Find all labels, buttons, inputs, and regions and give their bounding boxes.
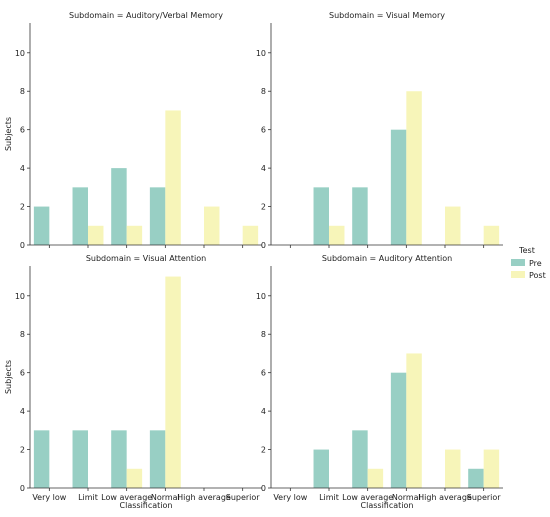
- x-tick-label: Superior: [467, 493, 502, 502]
- legend-swatch-pre: [511, 259, 525, 266]
- y-tick-label: 2: [261, 446, 266, 455]
- bar-post: [126, 468, 143, 488]
- x-tick-label: Limit: [319, 493, 339, 502]
- y-axis-label: Subjects: [4, 117, 13, 151]
- y-tick-label: 2: [20, 203, 25, 212]
- y-tick-label: 8: [261, 330, 266, 339]
- legend-label: Post: [529, 271, 546, 280]
- bar-post: [483, 449, 500, 488]
- bar-pre: [111, 430, 127, 488]
- y-tick-label: 10: [256, 49, 266, 58]
- y-tick-label: 0: [261, 241, 266, 250]
- y-tick-label: 6: [261, 126, 266, 135]
- bar-post: [445, 206, 461, 245]
- x-tick-label: Normal: [392, 493, 421, 502]
- bar-pre: [468, 468, 484, 488]
- bar-pre: [149, 187, 166, 245]
- y-tick-label: 6: [261, 369, 266, 378]
- bar-pre: [352, 187, 368, 245]
- x-axis-label: Classification: [361, 501, 414, 510]
- bar-pre: [313, 449, 329, 488]
- bar-post: [329, 225, 345, 245]
- x-tick-label: Limit: [78, 493, 98, 502]
- bar-post: [406, 91, 422, 245]
- bar-post: [367, 468, 384, 488]
- x-tick-label: Very low: [32, 493, 66, 502]
- y-tick-label: 8: [20, 87, 25, 96]
- bar-post: [204, 206, 220, 245]
- y-tick-label: 8: [261, 87, 266, 96]
- x-tick-label: Low average: [342, 493, 393, 502]
- x-axis-label: Classification: [120, 501, 173, 510]
- y-tick-label: 0: [20, 241, 25, 250]
- bar-post: [483, 225, 500, 245]
- panel-title: Subdomain = Auditory Attention: [322, 254, 452, 263]
- bar-pre: [72, 430, 88, 488]
- panel-title: Subdomain = Visual Attention: [86, 254, 206, 263]
- bar-pre: [33, 430, 50, 488]
- y-tick-label: 6: [20, 126, 25, 135]
- bar-pre: [352, 430, 368, 488]
- x-tick-label: Normal: [151, 493, 180, 502]
- bar-pre: [111, 168, 127, 245]
- bar-post: [165, 110, 181, 245]
- legend-swatch-post: [511, 271, 525, 278]
- bar-pre: [33, 206, 50, 245]
- y-tick-label: 10: [15, 49, 25, 58]
- legend-title: Test: [518, 246, 535, 255]
- panel-title: Subdomain = Visual Memory: [329, 11, 445, 20]
- x-tick-label: Superior: [226, 493, 261, 502]
- x-tick-label: High average: [177, 493, 231, 502]
- bar-post: [165, 276, 181, 488]
- legend-label: Pre: [529, 259, 542, 268]
- y-tick-label: 8: [20, 330, 25, 339]
- x-tick-label: Low average: [101, 493, 152, 502]
- bar-pre: [313, 187, 329, 245]
- y-tick-label: 2: [261, 203, 266, 212]
- bar-post: [406, 353, 422, 488]
- y-axis-label: Subjects: [4, 360, 13, 394]
- y-tick-label: 4: [261, 164, 266, 173]
- panel-title: Subdomain = Auditory/Verbal Memory: [69, 11, 223, 20]
- bar-post: [126, 225, 143, 245]
- x-tick-label: Very low: [273, 493, 307, 502]
- y-tick-label: 10: [256, 292, 266, 301]
- y-tick-label: 0: [20, 484, 25, 493]
- bar-pre: [149, 430, 166, 488]
- y-tick-label: 10: [15, 292, 25, 301]
- bar-pre: [72, 187, 88, 245]
- y-tick-label: 4: [20, 164, 25, 173]
- y-tick-label: 2: [20, 446, 25, 455]
- y-tick-label: 0: [261, 484, 266, 493]
- x-tick-label: High average: [418, 493, 472, 502]
- y-tick-label: 6: [20, 369, 25, 378]
- bar-pre: [390, 129, 407, 245]
- bar-post: [445, 449, 461, 488]
- y-tick-label: 4: [261, 407, 266, 416]
- bar-post: [242, 225, 259, 245]
- y-tick-label: 4: [20, 407, 25, 416]
- bar-pre: [390, 372, 407, 488]
- bar-post: [88, 225, 104, 245]
